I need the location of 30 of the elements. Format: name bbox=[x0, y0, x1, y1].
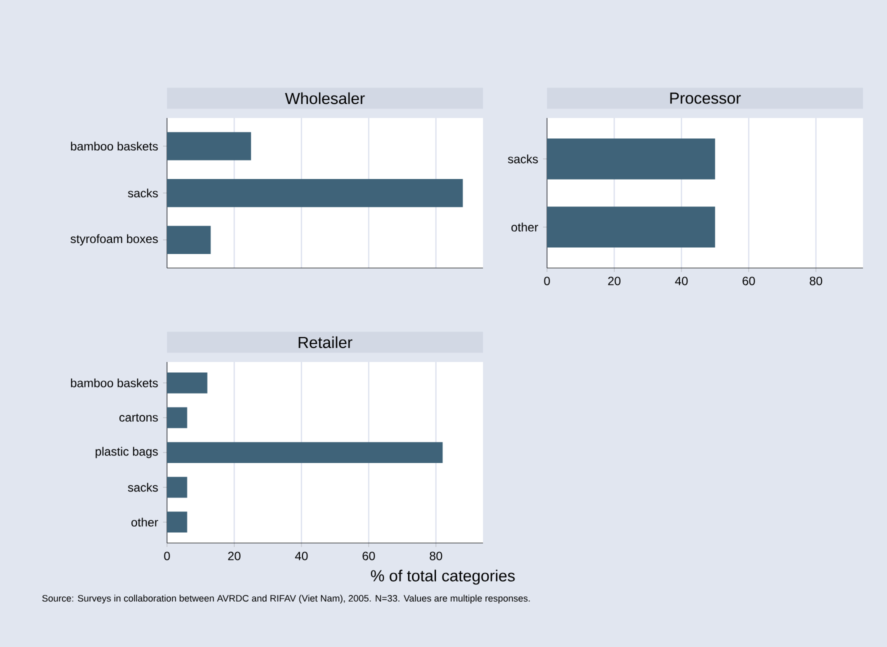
x-axis-title: % of total categories bbox=[370, 570, 515, 585]
y-tick-label: sacks bbox=[128, 188, 158, 198]
y-tick-label: bamboo baskets bbox=[71, 378, 158, 388]
x-tick-label: 0 bbox=[544, 276, 550, 286]
chart-title: Processor bbox=[670, 92, 741, 104]
y-tick-label: cartons bbox=[119, 414, 158, 422]
bar bbox=[167, 476, 188, 498]
x-tick-label: 40 bbox=[675, 276, 688, 286]
x-tick-label: 0 bbox=[164, 552, 170, 560]
y-tick-label: plastic bags bbox=[96, 446, 158, 458]
x-tick-label: 80 bbox=[430, 552, 442, 560]
x-tick-label: 80 bbox=[810, 276, 822, 286]
x-tick-label: 60 bbox=[742, 276, 755, 286]
x-tick-label: 20 bbox=[608, 276, 620, 286]
y-tick-label: bamboo baskets bbox=[71, 142, 158, 151]
y-tick-label: sacks bbox=[508, 154, 538, 164]
source-note: Source: Surveys in collaboration between AVRDC and RIFAV (Viet Nam), 2005. N=33. Values are multiple responses. bbox=[42, 594, 530, 604]
y-tick-label: other bbox=[511, 222, 538, 232]
y-tick-label: sacks bbox=[128, 482, 158, 492]
bar bbox=[167, 372, 208, 394]
x-tick-label: 40 bbox=[295, 552, 308, 560]
y-tick-label: other bbox=[131, 518, 158, 527]
bar bbox=[167, 442, 443, 463]
bar bbox=[167, 407, 188, 428]
bar bbox=[167, 512, 188, 533]
chart-title: Wholesaler bbox=[285, 92, 365, 104]
x-tick-label: 60 bbox=[362, 552, 375, 560]
chart-title: Retailer bbox=[298, 336, 352, 348]
y-tick-label: styrofoam boxes bbox=[70, 234, 158, 246]
x-tick-label: 20 bbox=[228, 552, 240, 560]
